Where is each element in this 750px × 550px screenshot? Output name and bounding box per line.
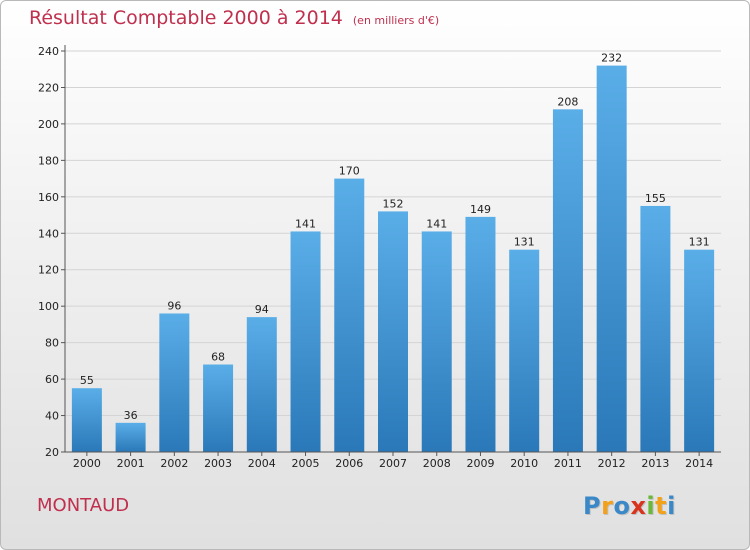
data-label-2012: 232 (601, 52, 622, 65)
data-label-2008: 141 (426, 217, 447, 230)
ytick-label-180: 180 (38, 154, 59, 167)
bar-2010[interactable] (509, 249, 540, 452)
xtick-label-2000: 2000 (73, 457, 101, 470)
data-label-2003: 68 (211, 351, 225, 364)
logo-letter: x (630, 492, 647, 520)
data-label-2013: 155 (645, 192, 666, 205)
ytick-label-160: 160 (38, 191, 59, 204)
data-label-2010: 131 (514, 236, 535, 249)
bar-2006[interactable] (334, 178, 365, 452)
bar-layer: 55 36 96 68 94 141 170 152 141 149 131 208 232 155 131 (71, 52, 715, 452)
commune-name: MONTAUD (37, 495, 130, 516)
axis-layer: 20 40 60 80 100 120 140 160 180 200 220 240 2000 2001… (38, 45, 721, 470)
ytick-label-80: 80 (45, 337, 59, 350)
chart-title-text: Résultat Comptable 2000 à 2014 (29, 7, 343, 29)
xtick-label-2014: 2014 (685, 457, 713, 470)
xtick-label-2009: 2009 (466, 457, 494, 470)
bar-2001[interactable] (115, 422, 146, 452)
proxiti-logo[interactable]: Proxiti (583, 492, 676, 520)
data-label-2009: 149 (470, 203, 491, 216)
logo-letter: P (583, 492, 602, 520)
chart-title: Résultat Comptable 2000 à 2014 (en millie… (29, 7, 439, 29)
ytick-label-200: 200 (38, 118, 59, 131)
data-label-2005: 141 (295, 217, 316, 230)
xtick-label-2007: 2007 (379, 457, 407, 470)
data-label-2000: 55 (80, 374, 94, 387)
bar-2000[interactable] (71, 388, 102, 452)
ytick-label-140: 140 (38, 227, 59, 240)
bar-2002[interactable] (159, 313, 190, 452)
ytick-label-220: 220 (38, 81, 59, 94)
ytick-label-240: 240 (38, 45, 59, 58)
xtick-label-2006: 2006 (335, 457, 363, 470)
xtick-label-2002: 2002 (160, 457, 188, 470)
xtick-label-2004: 2004 (248, 457, 276, 470)
bar-2009[interactable] (465, 216, 496, 452)
data-label-2011: 208 (557, 95, 578, 108)
logo-letter: t (655, 492, 668, 520)
xtick-label-2003: 2003 (204, 457, 232, 470)
data-label-2002: 96 (167, 299, 181, 312)
data-label-2007: 152 (383, 197, 404, 210)
data-label-2014: 131 (689, 236, 710, 249)
data-label-2001: 36 (124, 409, 138, 422)
logo-letter: i (667, 492, 676, 520)
logo-letter: r (601, 492, 614, 520)
bar-2014[interactable] (684, 249, 715, 452)
bar-2005[interactable] (290, 231, 321, 452)
xtick-label-2010: 2010 (510, 457, 538, 470)
xtick-label-2005: 2005 (292, 457, 320, 470)
ytick-label-100: 100 (38, 300, 59, 313)
data-label-2004: 94 (255, 303, 269, 316)
ytick-label-20: 20 (45, 446, 59, 459)
xtick-label-2011: 2011 (554, 457, 582, 470)
ytick-label-60: 60 (45, 373, 59, 386)
data-label-2006: 170 (339, 165, 360, 178)
logo-letter: i (646, 492, 656, 520)
chart-subtitle: (en milliers d'€) (352, 14, 440, 27)
bar-2012[interactable] (596, 65, 627, 452)
bar-2007[interactable] (378, 211, 408, 452)
xtick-label-2008: 2008 (423, 457, 451, 470)
bar-2011[interactable] (552, 109, 583, 452)
xtick-label-2012: 2012 (598, 457, 626, 470)
logo-letter: o (613, 492, 631, 520)
xtick-label-2013: 2013 (641, 457, 669, 470)
bar-2008[interactable] (421, 231, 452, 452)
bar-2013[interactable] (640, 205, 671, 452)
bar-2004[interactable] (246, 317, 277, 452)
ytick-label-120: 120 (38, 264, 59, 277)
xtick-label-2001: 2001 (117, 457, 145, 470)
bar-2003[interactable] (203, 364, 234, 452)
ytick-label-40: 40 (45, 410, 59, 423)
